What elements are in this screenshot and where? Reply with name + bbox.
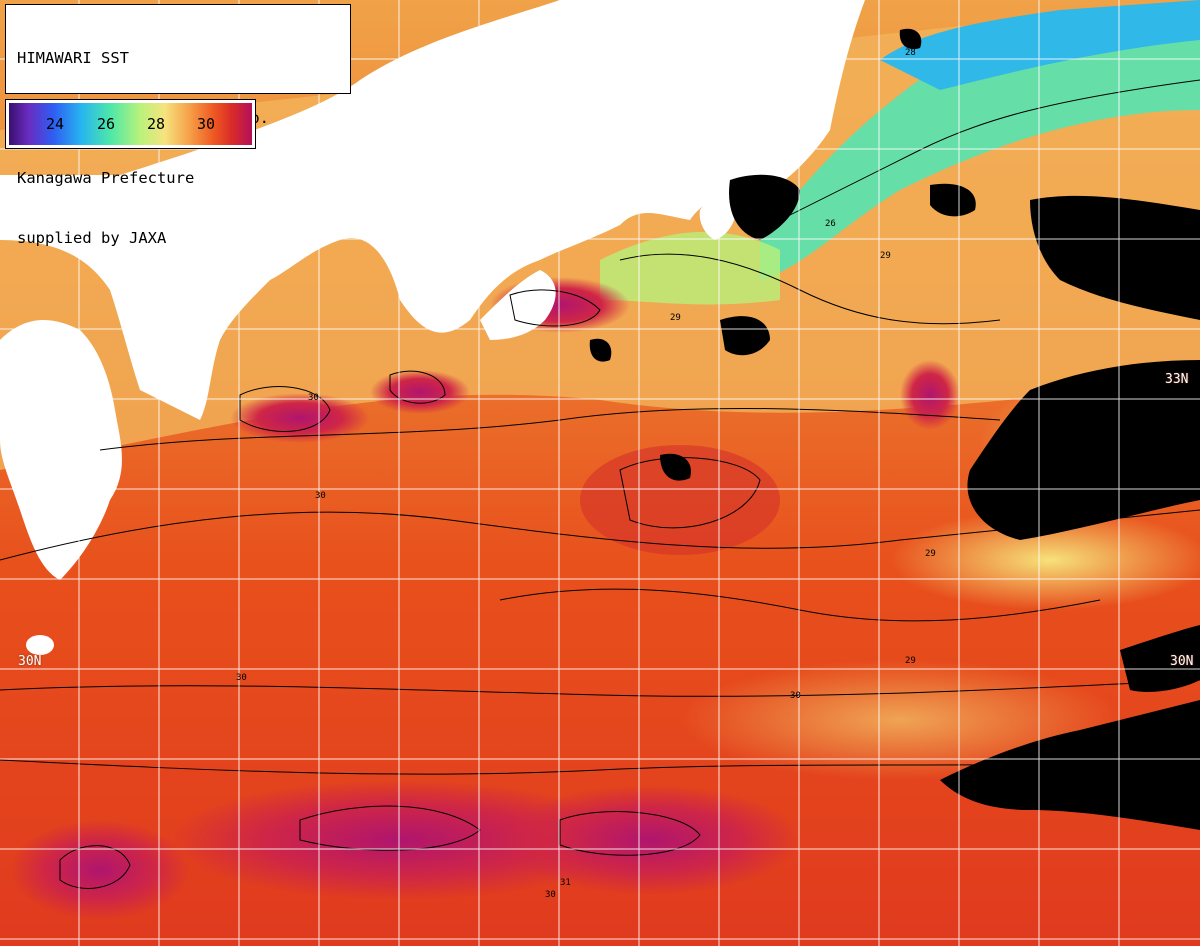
cloud-small-1 [589,338,612,362]
contour-label: 31 [560,878,571,888]
contour-label: 29 [905,656,916,666]
contour-label: 30 [790,691,801,701]
legend-label-30: 30 [197,115,216,133]
land-izu [699,194,737,240]
cloud-east-large [967,360,1200,540]
contour-label-group: 26 28 29 30 30 30 30 30 31 29 29 29 [236,48,936,900]
legend-label-26: 26 [97,115,116,133]
cloud-small-2 [660,453,691,481]
cloud-north-2 [720,316,770,356]
legend-color-bar [9,103,252,145]
cloud-small-3 [899,28,922,50]
greenish-band [600,231,780,305]
hotspot-south-mid [170,780,630,900]
hotspot-north-2 [370,370,470,414]
latitude-label-30n-left: 30N [18,654,42,669]
latitude-label-33n: 33N [1165,372,1189,387]
cloud-east-mid [1120,625,1200,692]
hotspot-east [900,360,960,430]
contour-label: 26 [825,219,836,229]
cold-water-region [760,20,1200,280]
title-line-agency: Kanagawa Prefecture [17,169,195,187]
hotspot-north-1 [230,393,370,443]
title-box: HIMAWARI SST 2025/09/15 04(UTC) 3H Comp.… [5,4,351,247]
contour-lines [0,79,1200,889]
contour-label: 28 [905,48,916,58]
legend-label-24: 24 [46,115,65,133]
hotspot-center [580,445,780,555]
title-line-source: supplied by JAXA [17,229,167,247]
land-kyushu [0,320,122,580]
title-line-product: HIMAWARI SST [17,49,129,67]
cool-patch-1 [890,510,1200,610]
contour-label: 30 [308,393,319,403]
latitude-label-30n-right: 30N [1170,654,1194,669]
cloud-northeast [1030,195,1200,320]
contour-label: 29 [670,313,681,323]
legend-label-28: 28 [147,115,166,133]
contour-label: 30 [236,673,247,683]
hotspot-south-west [10,820,190,920]
contour-label: 30 [545,890,556,900]
land-kii-peninsula [480,270,556,340]
land-honshu [0,0,865,420]
cold-water-core [880,0,1200,90]
cloud-southeast [940,700,1200,830]
land-island-small [26,635,54,655]
contour-label: 29 [925,549,936,559]
hotspot-south-east [500,785,800,895]
cloud-north-1 [729,174,800,240]
land-inland-sea-area [230,158,371,234]
color-legend: 24 26 28 30 [5,99,256,149]
cloud-north-3 [930,183,976,217]
contour-label: 29 [880,251,891,261]
contour-label: 30 [315,491,326,501]
